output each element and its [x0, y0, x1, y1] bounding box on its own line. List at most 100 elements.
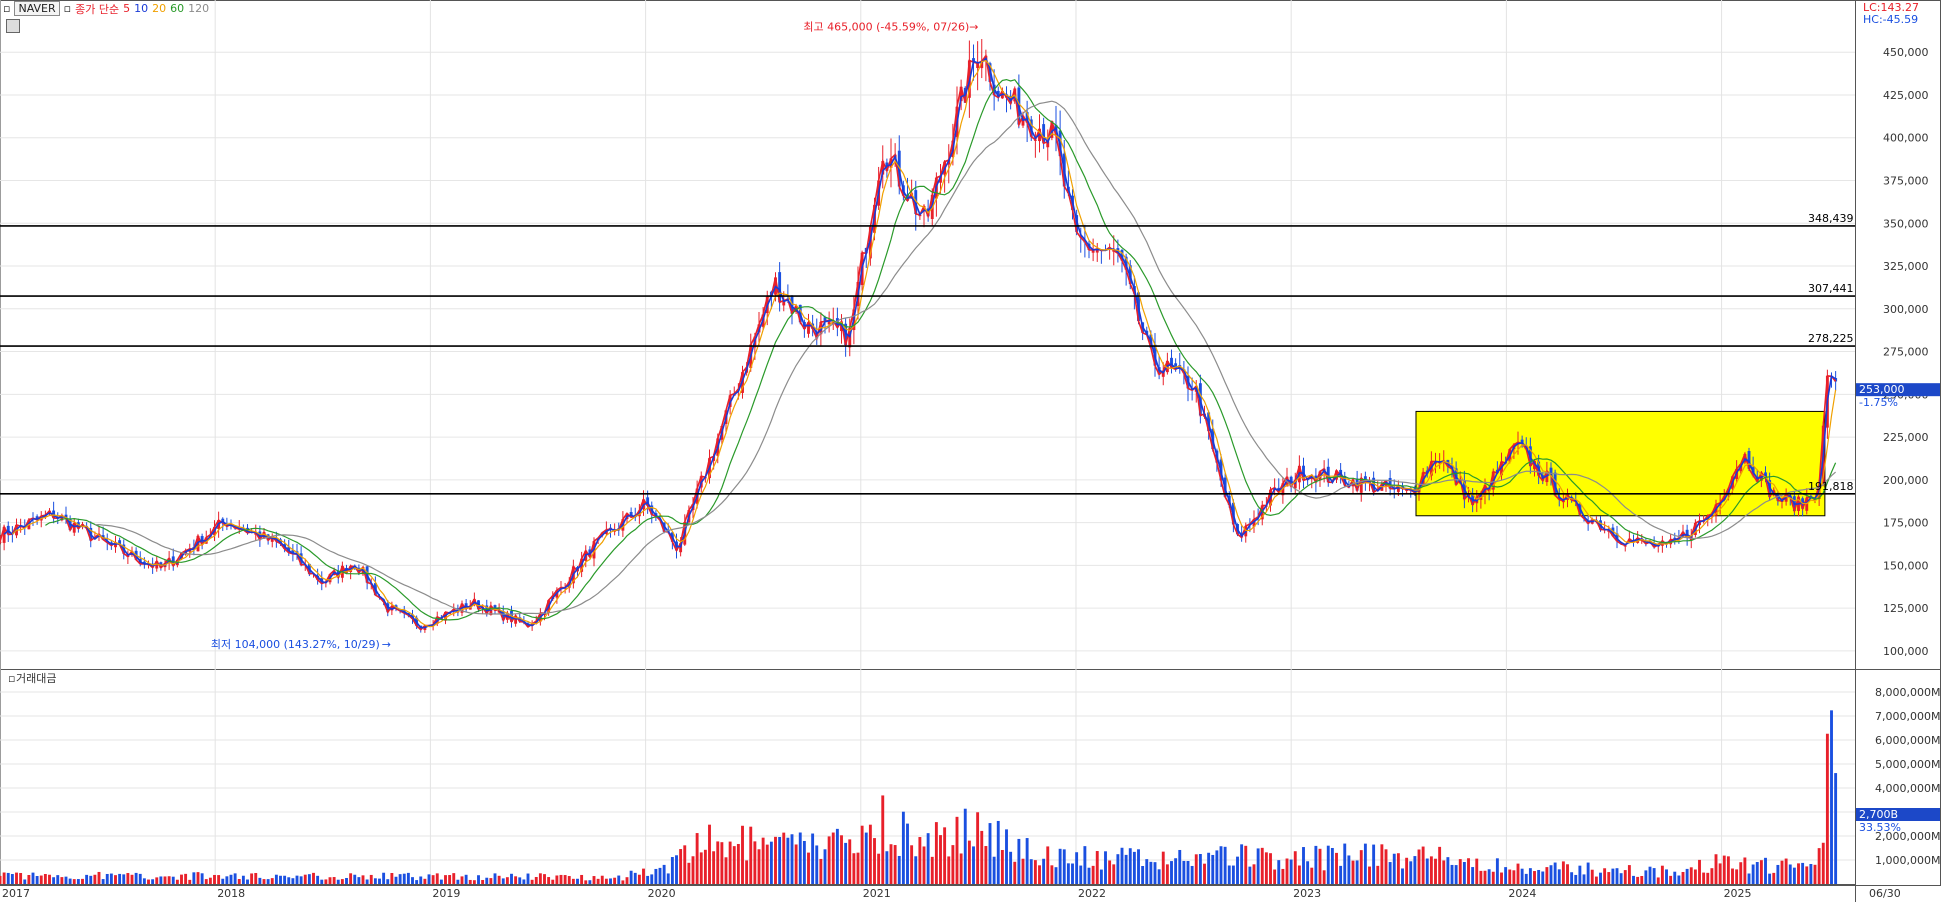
volume-bar: [196, 872, 200, 884]
volume-bar: [213, 874, 216, 884]
volume-bar: [1627, 865, 1631, 884]
volume-bar: [699, 852, 703, 884]
small-square-icon[interactable]: ▫: [63, 2, 72, 15]
volume-bar: [1764, 857, 1767, 884]
volume-bar: [299, 876, 303, 884]
volume-bar: [1384, 849, 1388, 884]
volume-bar: [39, 875, 43, 884]
volume-bar: [703, 849, 707, 884]
volume-bar: [720, 842, 724, 884]
volume-bar: [1285, 858, 1289, 884]
volume-bar: [10, 874, 14, 884]
volume-bar: [6, 872, 10, 884]
volume-bar: [1710, 868, 1714, 884]
volume-bar: [481, 879, 485, 884]
candle-body: [679, 543, 683, 553]
year-label: 2020: [648, 887, 676, 900]
volume-bar: [563, 875, 567, 884]
volume-bar: [505, 877, 509, 884]
volume-bar: [1731, 868, 1734, 884]
volume-bar: [1533, 871, 1536, 884]
volume-bar: [225, 876, 229, 884]
volume-bar: [765, 844, 769, 884]
volume-bar: [1817, 848, 1821, 884]
volume-bar: [435, 873, 439, 884]
volume-bar: [64, 876, 68, 884]
level-label: 307,441: [1808, 282, 1854, 295]
volume-bar: [1619, 873, 1623, 884]
volume-bar: [1322, 870, 1326, 884]
level-label: 278,225: [1808, 332, 1854, 345]
volume-bar: [460, 876, 464, 884]
volume-bar: [1104, 851, 1107, 884]
volume-bar: [827, 836, 831, 884]
volume-bar: [184, 873, 188, 884]
volume-bar: [1145, 859, 1149, 884]
volume-bar: [518, 877, 522, 884]
candle-body: [270, 536, 274, 542]
volume-bar: [633, 872, 637, 884]
symbol-box[interactable]: NAVER: [14, 1, 60, 16]
candle-body: [1050, 121, 1054, 138]
volume-bar: [19, 872, 23, 884]
volume-panel-title-icon: ▫: [8, 672, 15, 685]
level-label: 348,439: [1808, 212, 1854, 225]
volume-bar: [1058, 848, 1062, 884]
volume-bar: [802, 840, 806, 884]
current-price-label: 253,000: [1859, 383, 1905, 396]
volume-bar: [757, 849, 761, 884]
volume-bar: [1652, 868, 1656, 884]
volume-bar: [1314, 845, 1318, 884]
volume-bar: [617, 875, 621, 884]
volume-bar: [914, 856, 918, 884]
volume-bar: [155, 877, 159, 884]
candle-body: [1722, 496, 1726, 500]
volume-bar: [1042, 858, 1046, 884]
small-square-icon[interactable]: ▫: [3, 2, 11, 15]
volume-bar: [910, 845, 914, 884]
volume-bar: [151, 879, 155, 884]
volume-bar: [1747, 873, 1751, 884]
ma-period-60: 60: [170, 2, 185, 15]
volume-bar: [274, 874, 278, 884]
volume-bar: [406, 872, 410, 884]
volume-bar: [373, 878, 377, 884]
volume-bar: [1739, 862, 1743, 884]
volume-bar: [1520, 868, 1524, 884]
volume-bar: [1702, 872, 1706, 884]
volume-bar: [749, 826, 753, 884]
volume-bar: [1636, 876, 1640, 884]
candle-body: [815, 331, 819, 339]
volume-bar: [1388, 862, 1392, 884]
volume-bar: [922, 846, 926, 884]
candle-body: [922, 206, 926, 211]
volume-bar: [1310, 867, 1314, 884]
volume-bar: [1797, 863, 1800, 884]
candle-body: [939, 176, 942, 183]
volume-bar: [600, 875, 604, 884]
volume-bar: [559, 874, 563, 884]
volume-bar: [1681, 871, 1685, 884]
volume-bar: [753, 841, 757, 884]
volume-bar: [175, 879, 179, 884]
volume-bar: [81, 878, 84, 884]
volume-bar: [501, 878, 505, 884]
volume-bar: [332, 877, 336, 884]
volume-bar: [934, 822, 938, 884]
candle-body: [848, 328, 852, 348]
volume-bar: [868, 824, 872, 884]
candle-body: [1042, 124, 1046, 144]
grid-icon[interactable]: [6, 19, 20, 33]
volume-bar: [431, 875, 435, 884]
volume-bar: [23, 879, 27, 884]
volume-bar: [1706, 872, 1710, 884]
date-label: 06/30: [1869, 887, 1901, 900]
volume-bar: [1458, 859, 1462, 884]
price-tick-label: 425,000: [1883, 89, 1929, 102]
volume-bar: [1244, 845, 1248, 884]
volume-bar: [1656, 877, 1660, 884]
volume-bar: [642, 868, 645, 884]
volume-bar: [1607, 872, 1611, 884]
volume-bar: [1236, 856, 1239, 884]
volume-bar: [1640, 875, 1644, 884]
